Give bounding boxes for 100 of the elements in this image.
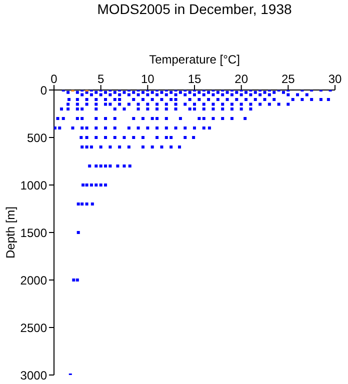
point [207,90,210,94]
point [94,98,98,101]
point [240,93,243,96]
point [66,102,70,106]
point [94,90,98,94]
point [202,117,206,120]
point [230,102,234,106]
point [118,98,122,101]
point [235,90,238,94]
point [72,278,76,282]
y-tick-label: 3000 [20,368,48,382]
point [230,108,234,110]
point [118,146,122,148]
point [118,93,122,96]
point [268,102,271,106]
point [174,93,178,96]
x-tick-label: 5 [97,72,104,86]
point [104,136,108,139]
point [156,126,159,130]
point [202,102,206,106]
point [80,93,84,96]
point [235,98,238,101]
point [296,93,300,96]
point [141,90,144,94]
point [208,126,211,130]
x-axis-title: Temperature [°C] [149,52,240,67]
point [128,164,132,168]
point [174,98,178,101]
point [150,98,154,101]
point [76,117,79,120]
point [104,164,108,168]
point [291,98,294,101]
point [300,98,304,101]
point [156,108,159,110]
point [230,117,234,120]
point [146,108,150,110]
point [99,184,102,186]
point [80,117,84,120]
point [188,90,192,94]
point [104,126,108,130]
point [164,102,168,106]
point [80,126,84,130]
point [156,102,159,106]
point [76,278,79,282]
y-tick-label: 0 [40,83,48,98]
point [150,117,154,120]
point [244,117,247,120]
chart-title: MODS2005 in December, 1938 [96,1,293,17]
point [174,126,178,130]
point [85,126,88,130]
point [132,117,136,120]
x-tick-label: 10 [140,72,155,86]
point [113,98,116,101]
point [76,102,79,106]
point [249,93,252,96]
point [221,93,224,96]
y-tick-label: 1500 [20,226,48,240]
point [132,136,136,139]
point [104,98,108,101]
point [174,102,178,106]
point [99,146,102,148]
point [122,90,126,94]
point [226,90,229,94]
point [150,146,154,148]
point [207,98,210,101]
y-tick-label: 1000 [20,178,48,192]
point [249,108,252,110]
point [76,108,79,110]
point [80,202,84,206]
point [90,146,93,148]
point [263,98,266,101]
y-axis-title: Depth [m] [3,206,18,259]
point [305,93,308,96]
point [212,117,215,120]
point [221,102,224,106]
point [286,102,290,106]
point [174,108,178,110]
point [85,98,88,101]
point [326,98,330,101]
point [277,102,280,106]
point [221,117,224,120]
point [146,93,150,96]
point [104,117,108,120]
point [76,231,80,234]
point [76,202,80,206]
point [184,136,187,139]
x-tick-label: 30 [328,72,342,86]
point [198,117,201,120]
point [286,93,290,96]
point [80,136,83,139]
point [198,90,201,94]
point [244,90,248,94]
point [310,98,314,101]
point [160,90,164,94]
point [164,126,168,130]
point [104,102,108,106]
point [184,126,187,130]
point [122,164,126,168]
point [94,108,98,110]
point [254,98,257,101]
